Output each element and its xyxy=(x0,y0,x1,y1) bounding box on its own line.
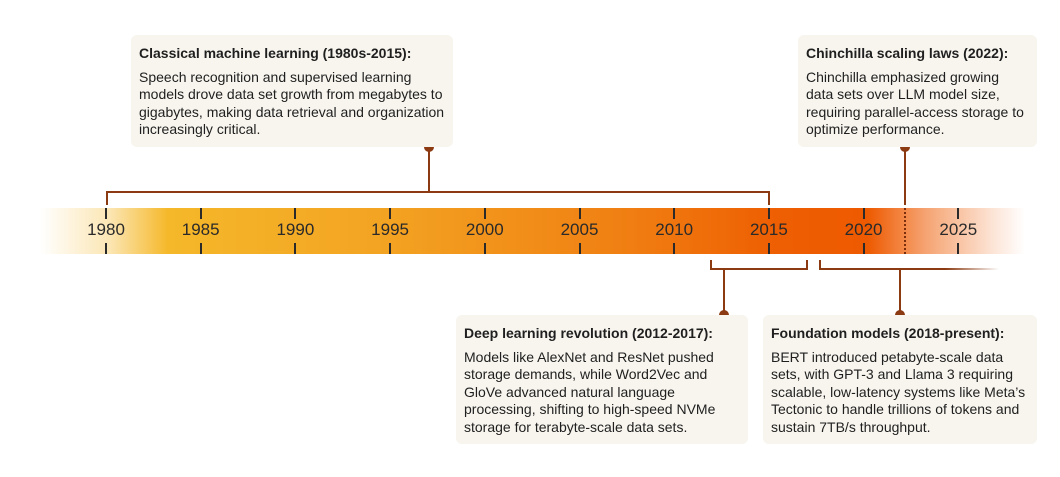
tick-mark xyxy=(199,243,202,254)
card-title: Foundation models (2018-present): xyxy=(771,325,1005,341)
chinchilla-marker-2022 xyxy=(904,208,906,254)
tick-mark xyxy=(862,243,865,254)
deep-learning-bracket xyxy=(710,268,808,270)
tick-mark xyxy=(483,208,486,219)
tick-mark xyxy=(105,243,107,254)
tick-mark xyxy=(578,208,581,219)
year-label: 2010 xyxy=(655,220,694,239)
tick-mark xyxy=(294,208,297,219)
year-label: 2000 xyxy=(465,220,504,239)
year-label: 2025 xyxy=(939,220,978,239)
tick-mark xyxy=(578,243,581,254)
timeline-bar xyxy=(40,208,1025,254)
tick-mark xyxy=(105,208,107,219)
tick-mark xyxy=(294,243,297,254)
connector-dot xyxy=(900,142,910,152)
bracket-end xyxy=(806,260,808,270)
tick-mark xyxy=(483,243,486,254)
tick-mark xyxy=(767,243,770,254)
bracket-end xyxy=(819,260,821,270)
tick-mark xyxy=(673,243,676,254)
card-body: BERT introduced petabyte-scale data sets… xyxy=(771,348,1026,435)
tick-mark xyxy=(767,208,770,219)
tick-mark xyxy=(673,208,676,219)
card-deep-learning: Deep learning revolution (2012-2017): Mo… xyxy=(456,315,748,444)
year-label: 1995 xyxy=(371,220,409,239)
tick-mark xyxy=(957,208,960,219)
year-label: 2005 xyxy=(560,220,599,239)
connector-line xyxy=(904,147,906,205)
bracket-end xyxy=(768,191,770,205)
card-body: Chinchilla emphasized growing data sets … xyxy=(806,68,1024,138)
foundation-models-bracket xyxy=(819,268,999,270)
card-classical-ml: Classical machine learning (1980s-2015):… xyxy=(131,35,453,147)
tick-mark xyxy=(389,243,392,254)
card-chinchilla: Chinchilla scaling laws (2022): Chinchil… xyxy=(798,35,1037,147)
card-title: Deep learning revolution (2012-2017): xyxy=(464,325,713,341)
year-label: 1980 xyxy=(87,220,125,239)
connector-dot xyxy=(424,142,434,152)
tick-mark xyxy=(957,243,960,254)
tick-mark xyxy=(862,208,865,219)
classical-ml-bracket xyxy=(106,191,770,193)
year-label: 1990 xyxy=(276,220,315,239)
year-label: 2020 xyxy=(844,220,883,239)
connector-line xyxy=(428,147,430,192)
tick-mark xyxy=(389,208,392,219)
year-label: 1985 xyxy=(181,220,220,239)
tick-mark xyxy=(199,208,202,219)
connector-line xyxy=(723,268,725,315)
card-body: Speech recognition and supervised learni… xyxy=(139,68,445,138)
card-title: Classical machine learning (1980s-2015): xyxy=(139,45,412,61)
card-body: Models like AlexNet and ResNet pushed st… xyxy=(464,348,716,435)
connector-line xyxy=(899,268,901,315)
year-label: 2015 xyxy=(749,220,788,239)
bracket-end xyxy=(106,191,108,205)
card-foundation-models: Foundation models (2018-present): BERT i… xyxy=(763,315,1037,444)
bracket-end xyxy=(710,260,712,270)
card-title: Chinchilla scaling laws (2022): xyxy=(806,45,1009,61)
